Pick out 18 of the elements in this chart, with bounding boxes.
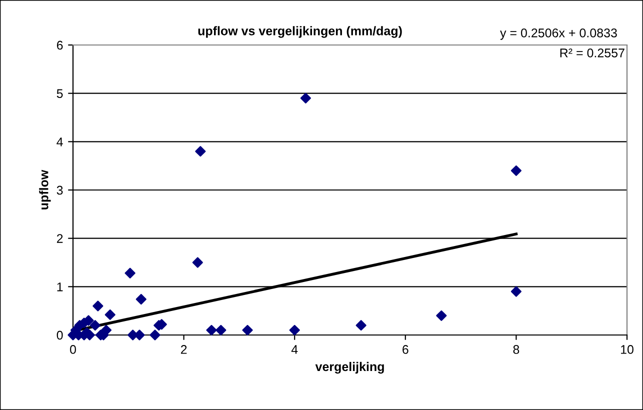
y-tick-label: 2 — [56, 234, 63, 243]
y-tick-label: 1 — [57, 282, 63, 292]
x-tick-label: 8 — [513, 345, 520, 354]
annotation: R² = 0.2557 — [560, 48, 624, 58]
y-axis-title: upflow — [39, 170, 51, 210]
y-tick-label: 6 — [56, 40, 63, 50]
x-tick-label: 4 — [291, 345, 298, 354]
x-tick-label: 6 — [402, 345, 408, 354]
chart-title: upflow vs vergelijkingen (mm/dag) — [198, 26, 402, 38]
x-tick-label: 10 — [621, 345, 634, 354]
y-tick-label: 3 — [56, 186, 63, 195]
x-tick-label: 2 — [180, 345, 187, 354]
x-tick-label: 0 — [70, 345, 76, 354]
y-tick-label: 0 — [56, 330, 63, 340]
x-axis-title: vergelijking — [315, 362, 384, 374]
text: y = 0.2506x + 0.0833 — [500, 28, 617, 40]
y-tick-label: 5 — [56, 89, 63, 98]
y-tick-label: 4 — [56, 138, 63, 146]
